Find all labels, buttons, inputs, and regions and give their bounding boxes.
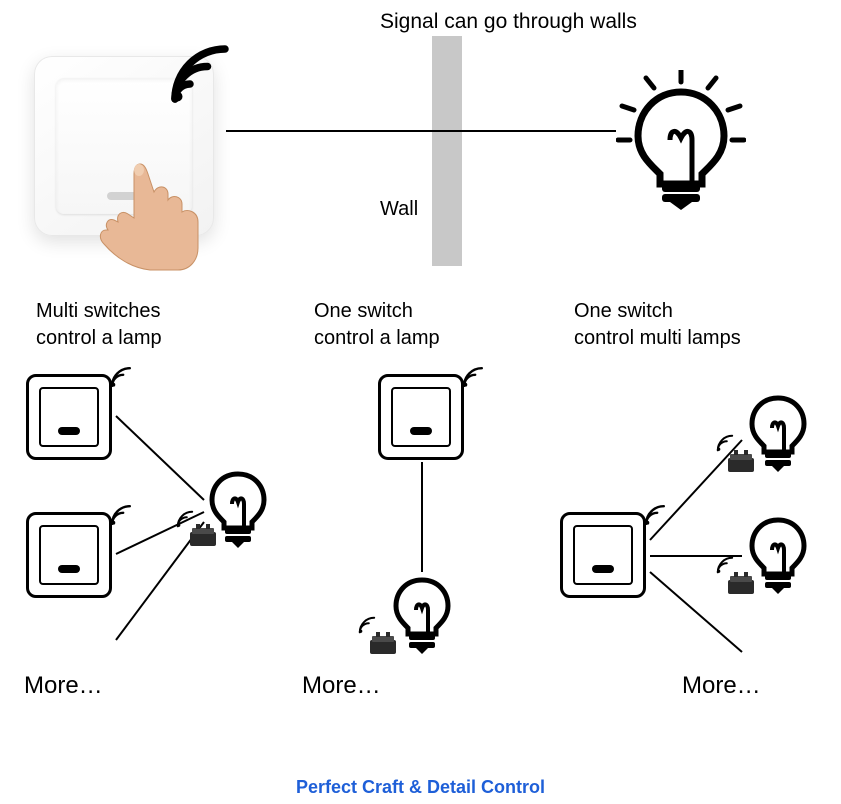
wall-label: Wall (380, 198, 418, 221)
mini-wifi-icon (716, 434, 738, 456)
bulb-on-icon (616, 70, 746, 210)
wall-block (432, 36, 462, 266)
more-label: More… (682, 672, 761, 700)
title-line: Multi switches (36, 300, 160, 322)
title-line: control multi lamps (574, 327, 741, 349)
title-line: control a lamp (36, 327, 162, 349)
col-title: One switch control a lamp (314, 298, 566, 352)
bottom-diagrams: Multi switches control a lamp (0, 298, 841, 778)
footer-text: Perfect Craft & Detail Control (0, 777, 841, 798)
more-label: More… (302, 672, 381, 700)
title-line: One switch (574, 300, 673, 322)
mini-wifi-icon (358, 616, 380, 638)
title-line: One switch (314, 300, 413, 322)
col-title: One switch control multi lamps (574, 298, 826, 352)
col-title: Multi switches control a lamp (36, 298, 288, 352)
more-label: More… (24, 672, 103, 700)
top-title: Signal can go through walls (380, 10, 637, 34)
wifi-icon (170, 44, 230, 104)
bulb-icon (390, 574, 454, 652)
signal-line (226, 130, 616, 132)
col-one-switch-one-lamp: One switch control a lamp More… (296, 298, 566, 778)
col-one-switch-multi-lamps: One switch control multi lamps (556, 298, 826, 778)
col-multi-switches: Multi switches control a lamp (18, 298, 288, 778)
title-line: control a lamp (314, 327, 440, 349)
top-diagram: Signal can go through walls Wall (0, 0, 841, 290)
mini-wifi-icon (716, 556, 738, 578)
mini-wifi-icon (176, 510, 198, 532)
